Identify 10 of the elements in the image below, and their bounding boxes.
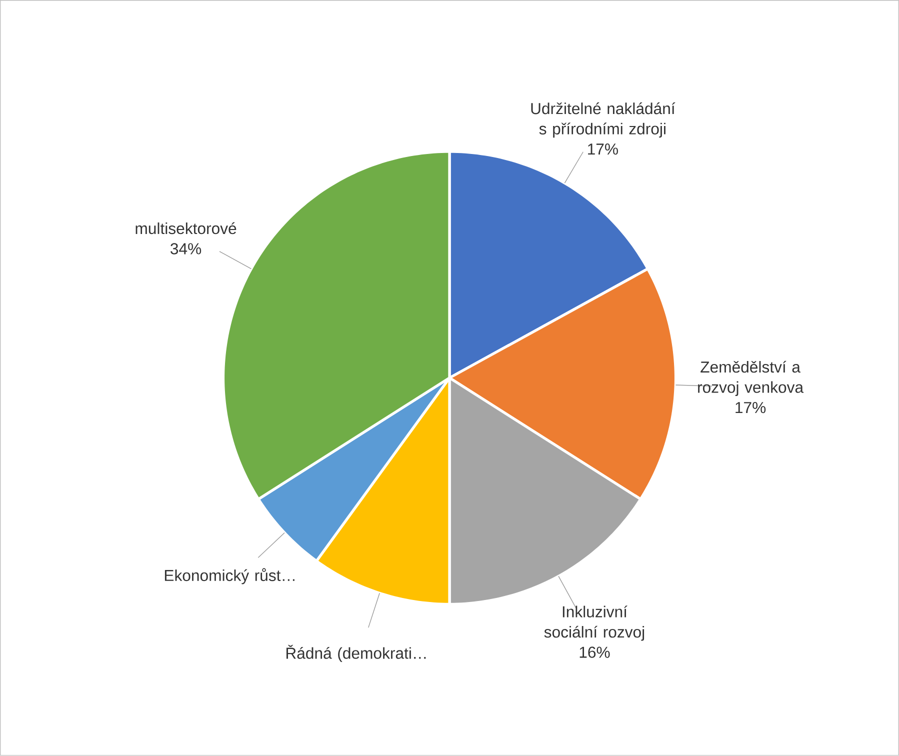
slice-label: Inkluzivní sociální rozvoj [544,606,644,641]
data-label: 17% [736,402,766,414]
slice-label: multisektorové [136,222,236,234]
slice-label: Udržitelné nakládání s přírodními zdroji [531,102,676,138]
slice-label: Zemědělství a rozvoj venkova [698,360,804,396]
data-label: 17% [588,144,618,155]
data-label: 34% [170,243,202,254]
slice-label: Ekonomický růst… [164,568,294,584]
data-label: 16% [580,646,610,658]
slice-label: Řádná (demokrati… [286,644,426,662]
